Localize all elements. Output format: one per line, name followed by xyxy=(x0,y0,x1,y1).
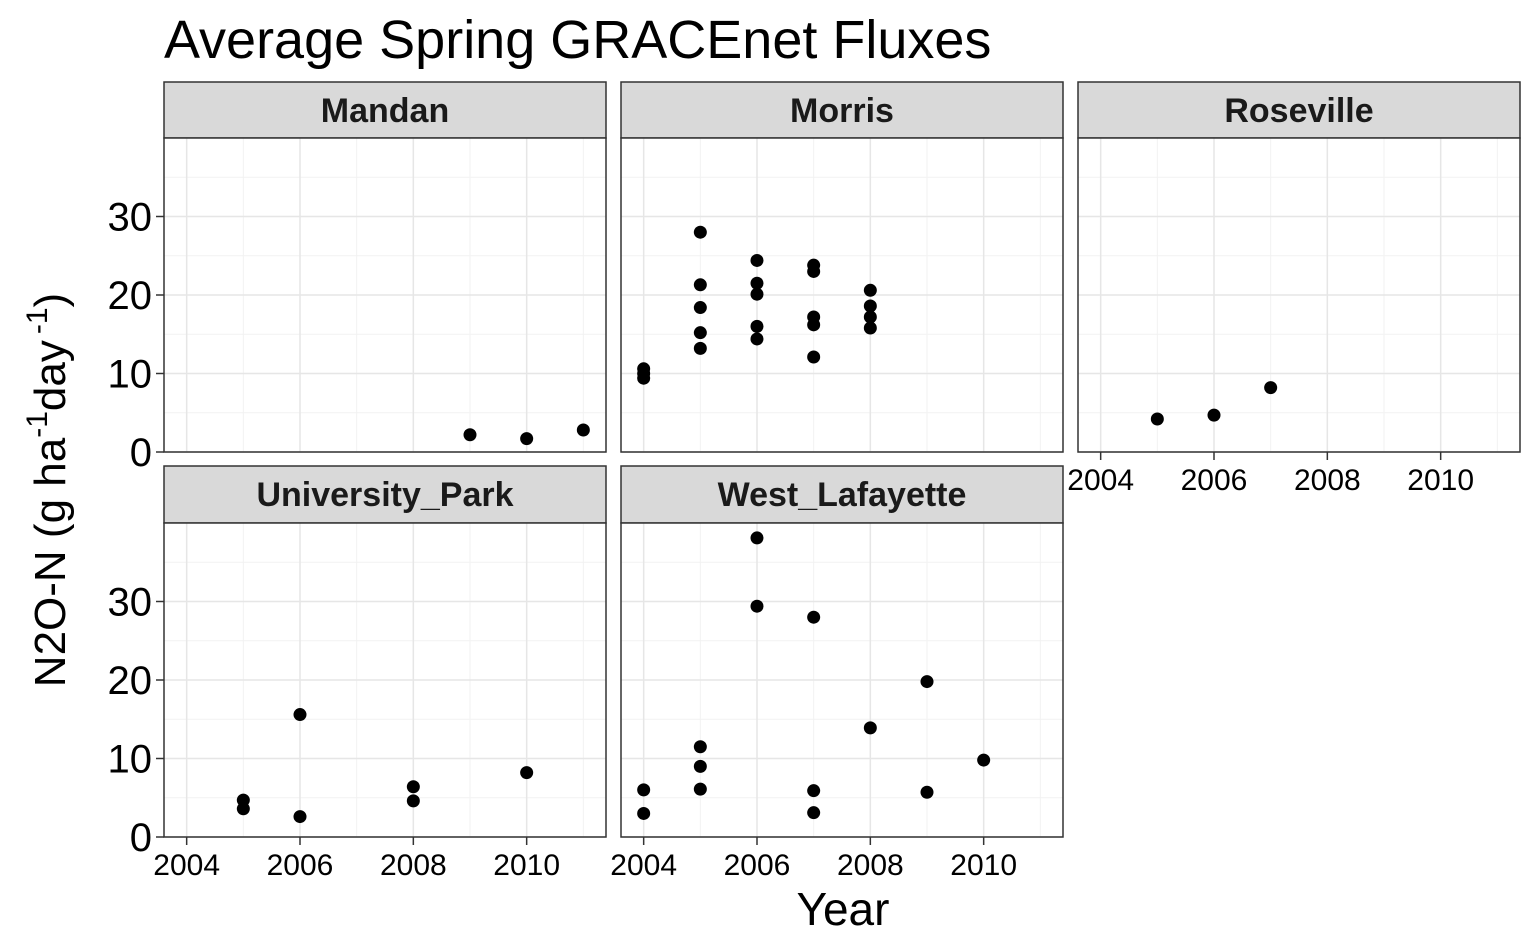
data-point xyxy=(520,766,534,780)
data-point xyxy=(576,423,590,437)
data-point xyxy=(406,780,420,794)
data-point xyxy=(920,785,934,799)
strip-morris xyxy=(620,81,1064,139)
data-point xyxy=(1150,412,1164,426)
x-tick-label: 2008 xyxy=(380,849,447,882)
x-tick-label: 2008 xyxy=(837,849,904,882)
data-point xyxy=(637,362,651,376)
data-point xyxy=(863,283,877,297)
strip-label-roseville: Roseville xyxy=(1224,92,1373,130)
y-tick-label: 30 xyxy=(108,196,153,240)
data-point xyxy=(807,258,821,272)
data-point xyxy=(863,299,877,313)
data-point xyxy=(750,319,764,333)
data-point xyxy=(863,310,877,324)
data-point xyxy=(406,794,420,808)
y-axis-label-sup1: -1 xyxy=(21,411,54,438)
panel-border xyxy=(1077,137,1521,453)
data-point xyxy=(750,287,764,301)
x-axis-label: Year xyxy=(797,883,890,935)
strip-label-mandan: Mandan xyxy=(321,92,449,130)
data-point xyxy=(293,810,307,824)
x-tick-label: 2004 xyxy=(610,849,677,882)
data-point xyxy=(807,310,821,324)
panel-mandan: Mandan 0 10 20 30 xyxy=(108,81,607,475)
panel-border xyxy=(620,137,1064,453)
y-axis-label-day: day xyxy=(26,340,75,411)
chart-title: Average Spring GRACEnet Fluxes xyxy=(164,10,991,70)
data-point xyxy=(1207,408,1221,422)
strip-roseville xyxy=(1077,81,1521,139)
y-tick-label: 20 xyxy=(108,274,153,318)
data-point xyxy=(807,610,821,624)
data-point xyxy=(693,326,707,340)
data-point xyxy=(750,531,764,545)
panel-west-lafayette: West_Lafayette 2004 2006 2008 2010 xyxy=(610,465,1064,882)
data-point xyxy=(693,782,707,796)
data-point xyxy=(1264,381,1278,395)
x-tick-label: 2006 xyxy=(724,849,791,882)
panel-university-park: University_Park 0 10 20 30 2004 2006 2008 2010 xyxy=(108,465,607,882)
strip-mandan xyxy=(163,81,607,139)
y-tick-label: 0 xyxy=(130,816,152,860)
data-point xyxy=(693,759,707,773)
data-point xyxy=(236,793,250,807)
y-axis-label-main: N2O-N (g ha xyxy=(26,437,75,687)
y-tick-label: 10 xyxy=(108,738,153,782)
data-point xyxy=(693,225,707,239)
x-tick-label: 2004 xyxy=(153,849,220,882)
data-point xyxy=(637,783,651,797)
data-point xyxy=(750,599,764,613)
panel-border xyxy=(620,522,1064,838)
data-point xyxy=(863,721,877,735)
x-tick-label: 2006 xyxy=(1181,464,1248,497)
x-tick-label: 2010 xyxy=(950,849,1017,882)
data-point xyxy=(693,740,707,754)
y-tick-label: 30 xyxy=(108,581,153,625)
data-point xyxy=(977,753,991,767)
data-point xyxy=(293,708,307,722)
panel-roseville: Roseville 2004 2006 2008 2010 xyxy=(1067,81,1521,497)
data-point xyxy=(920,675,934,689)
strip-west-lafayette xyxy=(620,465,1064,524)
data-point xyxy=(807,350,821,364)
data-point xyxy=(863,321,877,335)
x-tick-label: 2008 xyxy=(1294,464,1361,497)
panel-morris: Morris xyxy=(620,81,1064,453)
x-tick-label: 2010 xyxy=(1407,464,1474,497)
strip-label-university-park: University_Park xyxy=(256,476,513,514)
y-tick-label: 0 xyxy=(130,431,152,475)
facet-panels: Mandan 0 10 20 30 Morris Roseville 2004 2006 2008… xyxy=(108,81,1521,882)
y-axis-label: N2O-N (g ha-1day-1) xyxy=(21,293,75,687)
data-point xyxy=(693,278,707,292)
data-point xyxy=(637,806,651,820)
x-tick-label: 2006 xyxy=(267,849,334,882)
x-tick-label: 2010 xyxy=(493,849,560,882)
strip-label-morris: Morris xyxy=(790,92,894,130)
data-point xyxy=(520,432,534,446)
data-point xyxy=(463,428,477,442)
x-tick-label: 2004 xyxy=(1067,464,1134,497)
y-tick-label: 20 xyxy=(108,659,153,703)
y-axis-label-close: ) xyxy=(26,293,75,308)
data-point xyxy=(750,332,764,346)
data-point xyxy=(693,301,707,315)
strip-university-park xyxy=(163,465,607,524)
data-point xyxy=(750,276,764,290)
data-point xyxy=(693,341,707,355)
data-point xyxy=(807,784,821,798)
data-point xyxy=(750,253,764,267)
strip-label-west-lafayette: West_Lafayette xyxy=(718,476,967,514)
y-axis-label-sup2: -1 xyxy=(21,307,54,334)
data-point xyxy=(807,806,821,820)
y-tick-label: 10 xyxy=(108,353,153,397)
